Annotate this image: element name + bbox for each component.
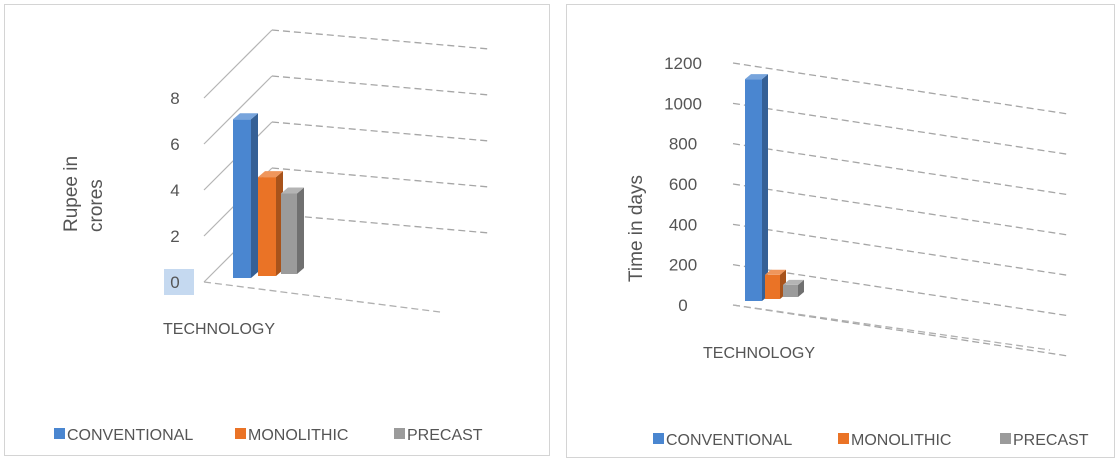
time-chart-y-ticks: 0 200 400 600 800 1000 1200 [664, 54, 702, 315]
y-tick-200: 200 [669, 256, 697, 275]
y-tick-8: 8 [170, 89, 179, 108]
bar-precast [281, 187, 304, 274]
legend-swatch-precast [1000, 433, 1011, 444]
y-tick-1000: 1000 [664, 94, 702, 113]
floor-front-edge [732, 304, 1051, 351]
gridline-2 [271, 167, 491, 188]
bar-front-precast [281, 193, 297, 274]
gridline-4 [271, 121, 491, 142]
y-tick-0: 0 [678, 296, 687, 315]
cost-chart-category-label: TECHNOLOGY [163, 321, 275, 338]
gridline-1000 [732, 102, 1069, 155]
cost-chart-bars [233, 113, 304, 278]
bar-top-precast [281, 187, 304, 194]
gridline-riser-6 [203, 75, 273, 145]
bar-side-conventional [251, 113, 258, 278]
legend-label-monolithic: MONOLITHIC [851, 432, 951, 449]
legend-label-conventional: CONVENTIONAL [666, 432, 792, 449]
floor-front-edge [203, 281, 441, 313]
legend-swatch-precast [394, 428, 405, 439]
legend-label-precast: PRECAST [407, 427, 483, 444]
bar-front-monolithic [765, 274, 780, 299]
time-chart-bars [745, 74, 804, 302]
time-chart-panel [566, 4, 1115, 458]
gridline-1200 [732, 62, 1069, 115]
bar-top-monolithic [258, 171, 283, 178]
legend-swatch-conventional [54, 428, 65, 439]
bar-monolithic [765, 269, 786, 299]
legend-swatch-monolithic [235, 428, 246, 439]
gridline-800 [732, 143, 1069, 196]
time-chart-gridlines [732, 62, 1069, 357]
bar-conventional [745, 74, 768, 302]
legend-label-monolithic: MONOLITHIC [248, 427, 348, 444]
bar-front-monolithic [258, 177, 276, 276]
gridline-200 [732, 264, 1069, 317]
bar-top-conventional [233, 113, 258, 120]
legend-swatch-monolithic [838, 433, 849, 444]
y-tick-6: 6 [170, 135, 179, 154]
time-chart-category-label: TECHNOLOGY [703, 345, 815, 362]
time-chart-ylabel: Time in days [626, 175, 647, 282]
gridline-8 [271, 29, 491, 50]
y-tick-0: 0 [170, 273, 179, 292]
bar-side-conventional [762, 74, 768, 302]
zero-tick-highlight [164, 269, 194, 295]
y-tick-4: 4 [170, 181, 179, 200]
legend-label-precast: PRECAST [1013, 432, 1089, 449]
bar-top-conventional [745, 74, 768, 80]
y-tick-400: 400 [669, 215, 697, 234]
bar-side-precast [297, 187, 304, 274]
cost-chart-ylabel-line1: Rupee in [61, 156, 82, 232]
y-tick-800: 800 [669, 135, 697, 154]
legend-label-conventional: CONVENTIONAL [67, 427, 193, 444]
bar-side-precast [798, 279, 804, 297]
cost-chart-legend: CONVENTIONAL MONOLITHIC PRECAST [54, 427, 483, 444]
y-tick-2: 2 [170, 227, 179, 246]
bar-top-monolithic [765, 269, 786, 275]
gridline-riser-8 [203, 29, 273, 99]
cost-chart-y-ticks: 0 2 4 6 8 [164, 89, 194, 295]
legend-swatch-conventional [653, 433, 664, 444]
y-tick-1200: 1200 [664, 54, 702, 73]
bar-precast [783, 279, 804, 297]
gridline-6 [271, 75, 491, 96]
bar-front-conventional [745, 79, 762, 302]
bar-top-precast [783, 279, 804, 285]
gridline-400 [732, 223, 1069, 276]
gridline-0 [271, 213, 491, 234]
bar-conventional [233, 113, 258, 278]
bar-front-precast [783, 284, 798, 297]
time-chart-legend: CONVENTIONAL MONOLITHIC PRECAST [653, 432, 1089, 449]
gridline-600 [732, 183, 1069, 236]
cost-chart-ylabel-line2: crores [86, 179, 107, 232]
bar-front-conventional [233, 119, 251, 278]
y-tick-600: 600 [669, 175, 697, 194]
